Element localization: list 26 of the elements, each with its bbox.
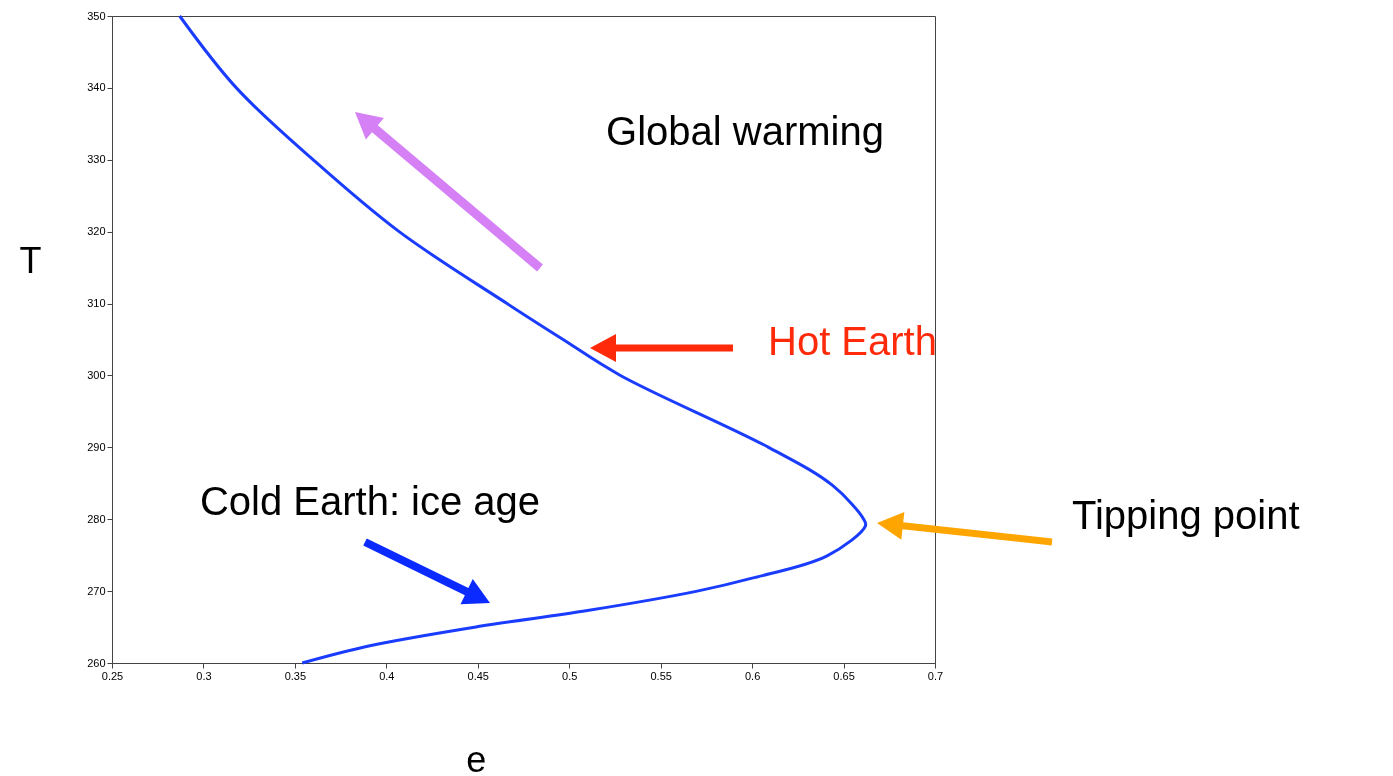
y-tick-label: 330 [87, 153, 106, 166]
x-tick-label: 0.5 [562, 669, 578, 682]
y-tick-label: 310 [87, 297, 106, 310]
y-tick-label: 350 [87, 9, 106, 22]
x-tick-label: 0.35 [284, 669, 307, 682]
annotation: Cold Earth: ice age [199, 479, 541, 523]
x-tick-label: 0.7 [927, 669, 944, 682]
annotation: Global warming [606, 109, 884, 153]
y-tick-label: 320 [87, 225, 106, 238]
y-tick-label: 300 [87, 368, 106, 381]
x-tick-label: 0.4 [379, 669, 395, 682]
annotation: Hot Earth [768, 319, 937, 363]
x-tick-label: 0.65 [833, 669, 855, 682]
text: Tipping point [1072, 493, 1300, 537]
x-tick-label: 0.3 [196, 669, 212, 682]
y-tick-label: 260 [87, 656, 106, 669]
x-tick-label: 0.55 [650, 669, 672, 682]
y-axis-title: T [19, 240, 42, 282]
x-tick-label: 0.45 [467, 669, 489, 682]
y-tick-label: 290 [87, 440, 106, 453]
y-tick-label: 280 [87, 512, 106, 525]
x-axis-title: e [466, 738, 487, 776]
x-tick-label: 0.25 [101, 669, 124, 682]
y-tick-label: 270 [87, 584, 106, 597]
x-tick-label: 0.6 [744, 669, 761, 682]
y-tick-label: 340 [87, 81, 106, 94]
